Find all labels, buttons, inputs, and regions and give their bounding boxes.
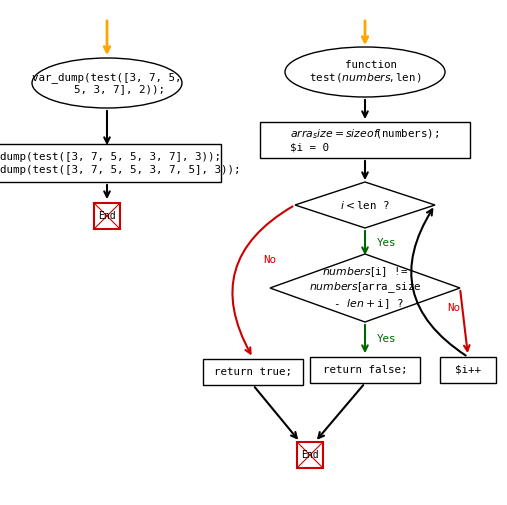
Text: No: No [264,255,276,265]
Text: $i < $len ?: $i < $len ? [340,199,390,211]
Text: No: No [447,303,460,313]
Text: function
test($numbers, $len): function test($numbers, $len) [309,60,421,84]
Text: Yes: Yes [377,238,396,248]
Polygon shape [270,254,460,322]
Polygon shape [295,182,435,228]
FancyBboxPatch shape [0,144,221,182]
Text: return true;: return true; [214,367,292,377]
FancyBboxPatch shape [310,357,420,383]
Ellipse shape [285,47,445,97]
FancyBboxPatch shape [94,203,120,229]
Ellipse shape [32,58,182,108]
Text: $i++: $i++ [455,365,481,375]
Text: $arra_size = sizeof($numbers);
$i = 0: $arra_size = sizeof($numbers); $i = 0 [290,127,440,153]
Text: return false;: return false; [323,365,407,375]
FancyBboxPatch shape [203,359,303,385]
Text: Yes: Yes [377,334,396,344]
Text: End: End [301,450,319,460]
Text: var_dump(test([3, 7, 5,
    5, 3, 7], 2));: var_dump(test([3, 7, 5, 5, 3, 7], 2)); [32,72,182,94]
FancyBboxPatch shape [440,357,496,383]
FancyBboxPatch shape [297,442,323,468]
Text: End: End [98,211,116,221]
Text: $numbers[$i] !=
$numbers[$arra_size
 - $len + $i] ?: $numbers[$i] != $numbers[$arra_size - $l… [309,265,421,311]
FancyBboxPatch shape [260,122,470,158]
Text: var_dump(test([3, 7, 5, 5, 3, 7], 3));
var_dump(test([3, 7, 5, 5, 3, 7, 5], 3));: var_dump(test([3, 7, 5, 5, 3, 7], 3)); v… [0,152,240,175]
